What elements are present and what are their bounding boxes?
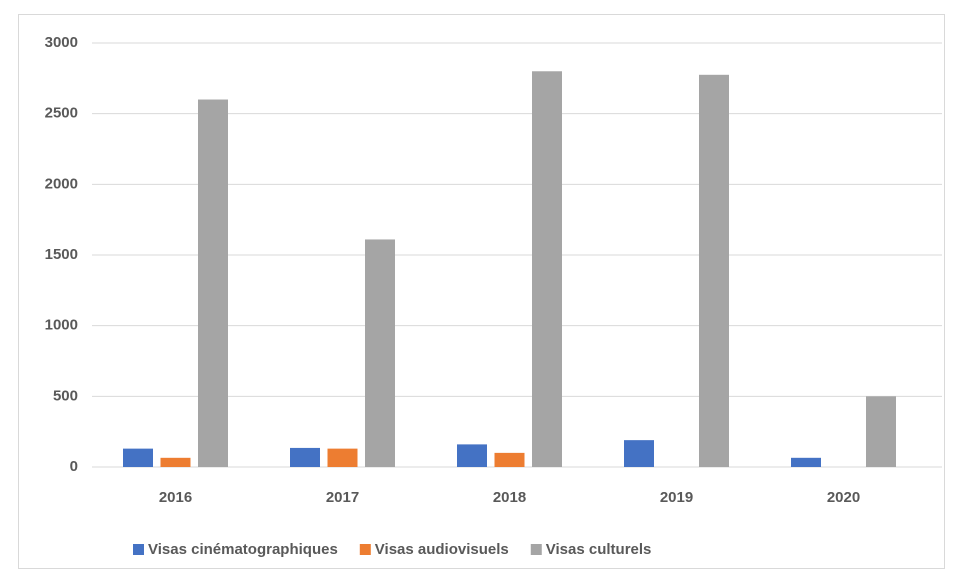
x-tick-label: 2017 [326,489,359,506]
legend-swatch [359,544,371,555]
y-tick-label: 500 [53,387,78,404]
x-tick-label: 2020 [827,489,860,506]
bar [624,440,654,467]
bar [791,457,821,467]
bar [198,99,228,468]
chart-frame [18,14,945,569]
bar [532,71,562,468]
legend-swatch [133,544,144,555]
bar [699,74,729,468]
x-tick-label: 2016 [159,489,192,506]
bar [327,448,358,467]
legend-label: Visas cinématographiques [148,541,338,558]
legend-label: Visas culturels [546,541,652,558]
y-tick-label: 0 [70,458,78,475]
y-tick-label: 3000 [45,34,78,51]
y-tick-label: 2000 [45,175,78,192]
y-tick-label: 1500 [45,246,78,263]
x-tick-label: 2019 [660,489,693,506]
bar [123,448,153,467]
y-tick-label: 2500 [45,105,78,122]
bar [290,447,320,467]
x-tick-label: 2018 [493,489,526,506]
bar [494,452,525,467]
bar [457,444,487,467]
bar [866,396,896,467]
legend-label: Visas audiovisuels [375,541,509,558]
bar [365,239,395,467]
bar [160,457,191,467]
legend-swatch [530,544,542,555]
y-tick-label: 1000 [45,317,78,334]
